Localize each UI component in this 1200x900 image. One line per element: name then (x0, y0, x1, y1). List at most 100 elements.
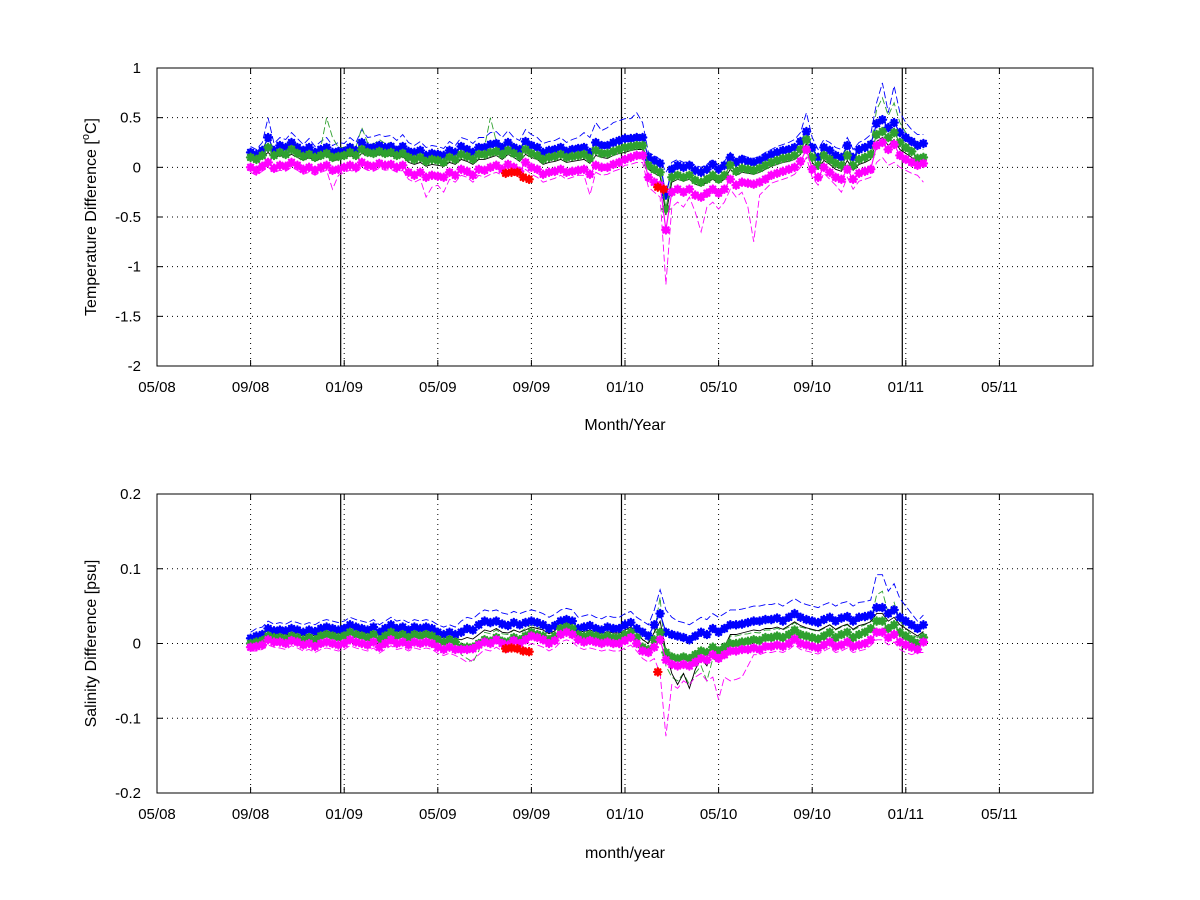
salinity-data-point (637, 646, 648, 656)
salinity-data-point (713, 646, 724, 656)
temperature-data-point (871, 118, 882, 129)
salinity-data-point (327, 631, 338, 641)
salinity-data-point (362, 632, 373, 643)
salinity-data-point (269, 637, 279, 647)
salinity-y-tick-label: -0.2 (115, 785, 141, 802)
salinity-data-point (561, 627, 572, 638)
temperature-data-point (596, 140, 607, 151)
temperature-data-point (491, 138, 502, 149)
temperature-data-point (912, 160, 923, 171)
temperature-data-point (573, 165, 583, 176)
salinity-data-point (754, 644, 765, 655)
salinity-data-point (409, 637, 420, 647)
temperature-data-point (807, 142, 817, 153)
salinity-red-data-point (512, 643, 523, 654)
salinity-data-point (292, 625, 303, 635)
temperature-data-point (614, 157, 624, 168)
salinity-data-point (351, 622, 361, 632)
salinity-data-point (608, 623, 619, 634)
salinity-y-tick-label: 0 (133, 636, 141, 653)
temperature-data-point (316, 150, 326, 161)
temperature-data-point (807, 164, 817, 175)
salinity-data-point (327, 638, 338, 649)
salinity-data-point (555, 616, 566, 626)
salinity-data-point (345, 635, 355, 645)
salinity-data-point (672, 661, 683, 671)
temperature-data-point (684, 184, 695, 194)
salinity-data-point (895, 612, 905, 623)
temperature-data-point (421, 172, 431, 183)
salinity-data-point (362, 640, 373, 650)
temperature-data-point (737, 154, 747, 165)
temperature-data-point (380, 142, 390, 153)
salinity-data-point (684, 661, 695, 671)
temperature-data-point (877, 114, 888, 125)
salinity-data-point (819, 631, 829, 641)
temperature-data-point (643, 160, 654, 171)
temperature-data-point (275, 140, 285, 151)
salinity-data-point (754, 616, 765, 626)
temperature-data-point (374, 158, 385, 169)
salinity-data-point (883, 623, 894, 634)
temperature-y-tick-label: -0.5 (115, 209, 141, 226)
temperature-data-point (368, 148, 379, 159)
salinity-data-point (795, 629, 806, 640)
salinity-y-ticks: -0.2 -0.1 0 0.1 0.2 (115, 486, 1093, 802)
temperature-data-point (526, 148, 537, 159)
salinity-data-point (298, 635, 309, 645)
salinity-data-point (403, 632, 414, 643)
salinity-data-point (842, 611, 853, 622)
salinity-data-point (450, 629, 461, 640)
temperature-data-point (567, 144, 578, 155)
salinity-series-blue-markers-line (245, 602, 929, 645)
temperature-data-point (450, 154, 461, 165)
salinity-data-point (918, 620, 929, 630)
salinity-data-point (374, 642, 385, 652)
salinity-data-point (520, 635, 531, 645)
salinity-data-point (672, 631, 683, 641)
salinity-data-point (433, 627, 443, 638)
salinity-data-point (497, 638, 507, 649)
salinity-data-point (321, 622, 332, 632)
temperature-red-data-point (500, 168, 511, 179)
salinity-data-point (345, 620, 355, 630)
temperature-data-point (883, 144, 894, 155)
temperature-data-point (702, 174, 712, 185)
temperature-data-point (631, 132, 642, 143)
temperature-data-point (707, 170, 718, 181)
salinity-data-point (860, 611, 870, 622)
salinity-data-point (661, 627, 671, 638)
temperature-data-point (731, 180, 741, 190)
temperature-data-point (801, 126, 812, 137)
salinity-data-point (602, 622, 613, 632)
salinity-series-line (250, 639, 924, 737)
temperature-data-point (298, 145, 309, 156)
salinity-data-point (690, 649, 700, 660)
temperature-data-point (362, 147, 373, 158)
temperature-data-point (275, 147, 285, 158)
salinity-data-point (386, 635, 396, 645)
temperature-data-point (795, 156, 806, 167)
salinity-data-point (795, 612, 806, 623)
salinity-data-point (386, 620, 396, 630)
salinity-data-point (602, 631, 613, 641)
temperature-data-point (731, 166, 741, 177)
temperature-data-point (351, 145, 361, 156)
temperature-data-point (544, 152, 554, 163)
temperature-data-point (433, 149, 443, 160)
salinity-data-point (304, 632, 314, 643)
salinity-data-point (555, 623, 566, 634)
temperature-data-point (836, 160, 847, 171)
salinity-data-point (813, 617, 823, 628)
temperature-data-point (655, 167, 665, 178)
salinity-data-point (392, 638, 402, 649)
temperature-data-point (737, 163, 747, 174)
salinity-data-point (672, 653, 683, 664)
salinity-data-point (789, 608, 800, 619)
temperature-data-point (778, 145, 788, 156)
temperature-data-point (503, 159, 513, 170)
temperature-red-data-point (658, 184, 669, 194)
temperature-series-blue-markers-line (245, 114, 929, 200)
salinity-data-point (865, 635, 876, 645)
